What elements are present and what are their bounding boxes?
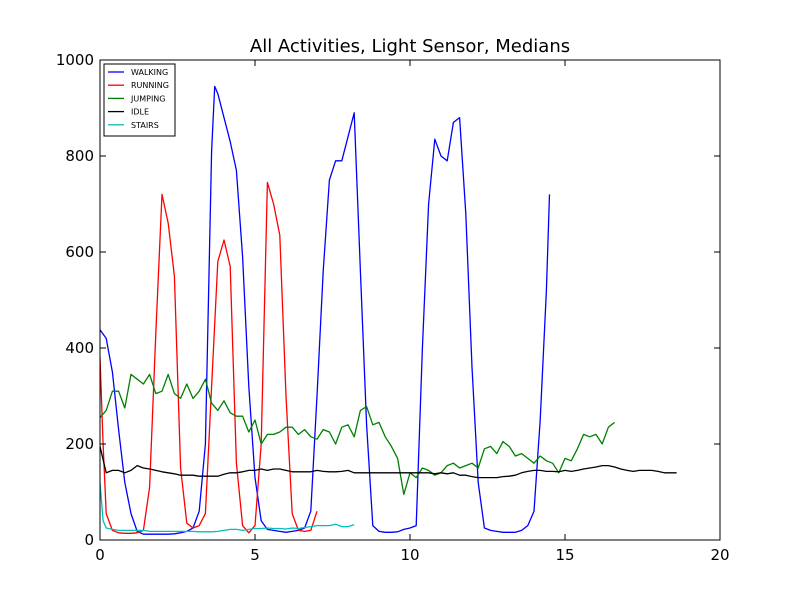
series-line-walking — [100, 85, 551, 535]
legend-label: WALKING — [131, 68, 168, 77]
y-tick-label: 400 — [65, 339, 94, 357]
legend: WALKING RUNNING JUMPING IDLE STAIRS — [103, 63, 176, 137]
y-tick-label: 800 — [65, 147, 94, 165]
x-tick-label: 20 — [710, 546, 729, 564]
series-layer — [100, 85, 677, 535]
series-line-stairs — [100, 482, 355, 533]
x-tick-label: 10 — [400, 546, 419, 564]
chart-title: All Activities, Light Sensor, Medians — [250, 36, 570, 57]
legend-label: JUMPING — [130, 94, 165, 103]
series-line-idle — [100, 446, 677, 479]
legend-label: RUNNING — [131, 81, 169, 90]
y-tick-label: 0 — [84, 531, 94, 549]
series-line-jumping — [100, 373, 615, 496]
legend-label: IDLE — [131, 108, 149, 117]
y-tick-label: 200 — [65, 435, 94, 453]
series-line-running — [100, 181, 318, 534]
y-tick-label: 600 — [65, 243, 94, 261]
x-tick-label: 15 — [555, 546, 574, 564]
x-tick-label: 0 — [95, 546, 105, 564]
x-tick-label: 5 — [250, 546, 260, 564]
legend-box — [103, 63, 176, 137]
y-tick-label: 1000 — [56, 51, 94, 69]
legend-label: STAIRS — [131, 121, 159, 130]
